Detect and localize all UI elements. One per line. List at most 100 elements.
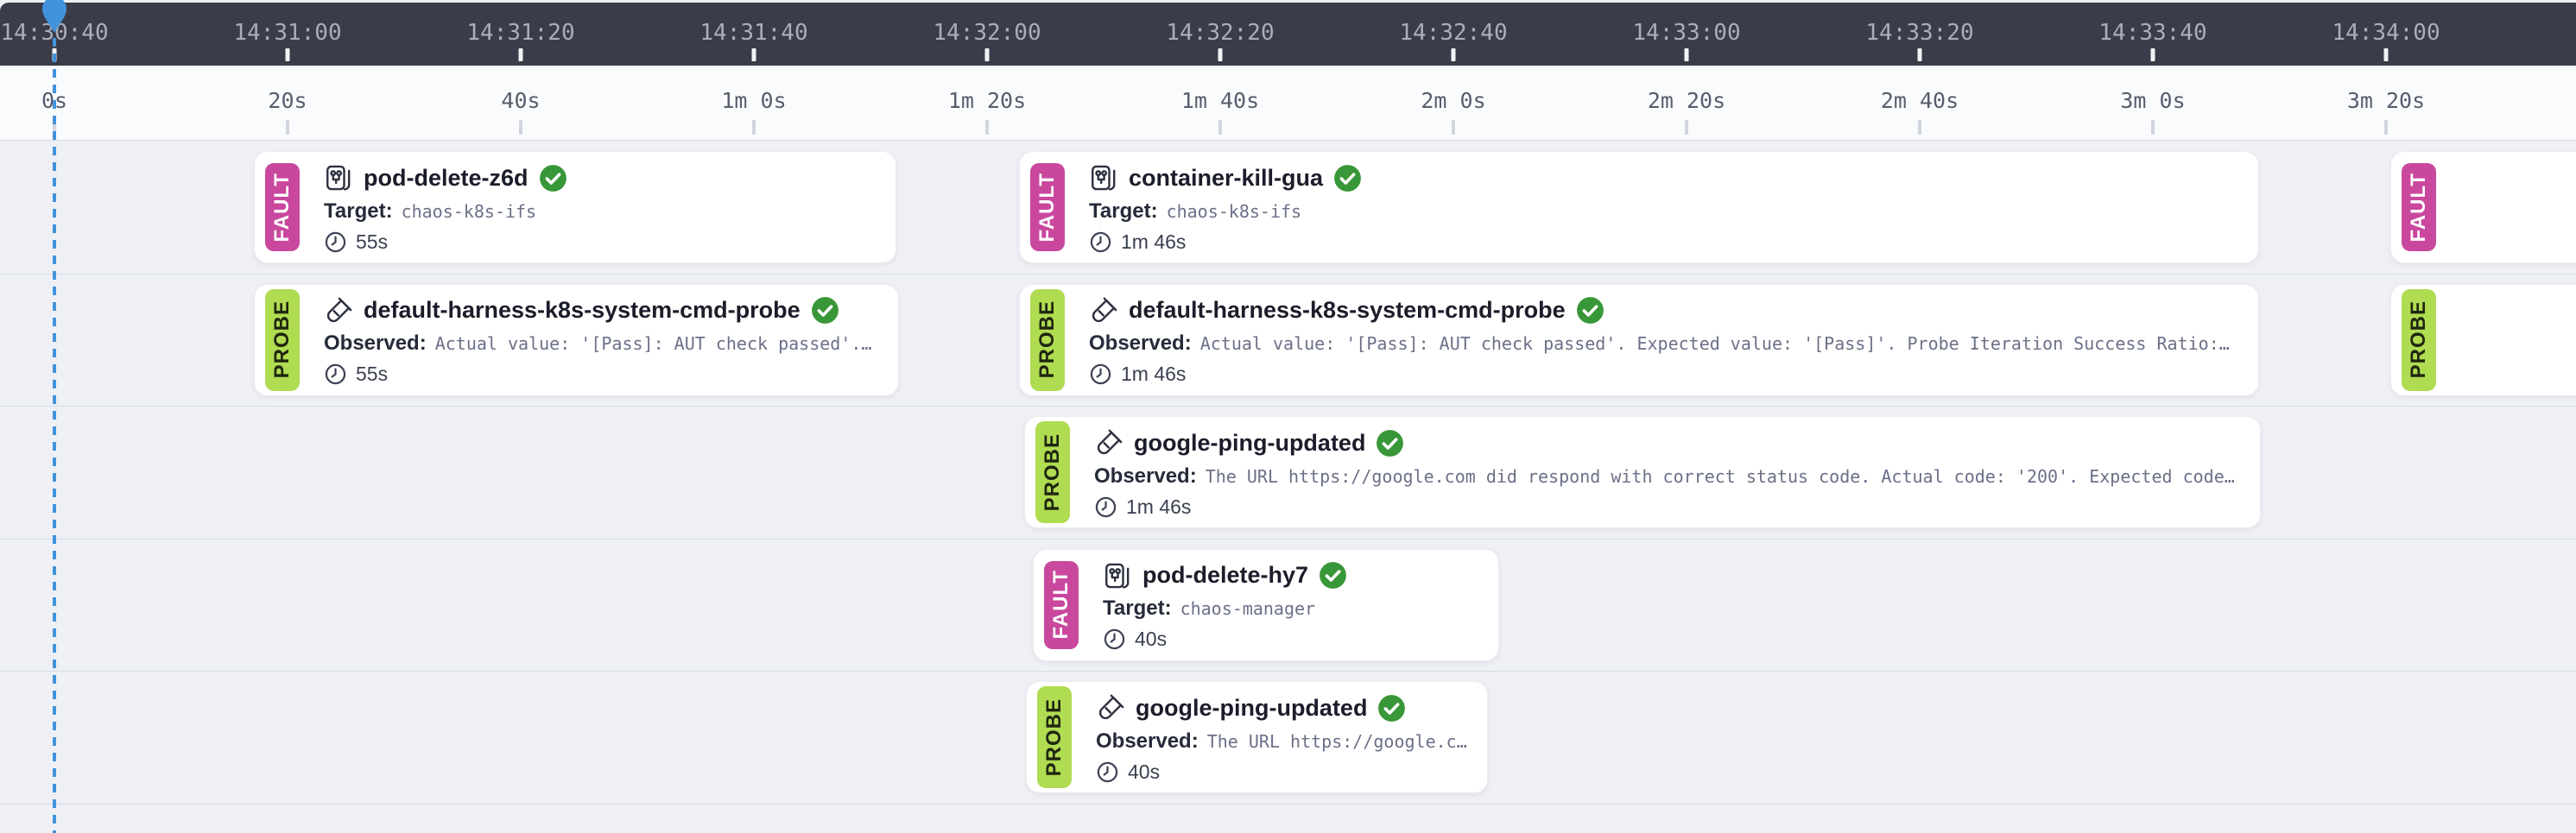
relative-tick-label: 3m 0s [2120,88,2186,113]
detail-value: chaos-k8s-ifs [1166,200,1302,222]
relative-tick-mark [985,120,989,135]
card-name: default-harness-k8s-system-cmd-probe [1129,297,1566,324]
success-check-icon [1377,430,1404,457]
card-duration-row: 55s [324,229,567,256]
card-detail-row: Observed: Actual value: '[Pass]: AUT chec… [324,331,879,357]
success-check-icon [811,297,839,325]
card-content: pod-delete-z6d Target: chaos-k8s-ifs 55s [324,152,586,262]
absolute-tick-mark [1917,48,1922,61]
probe-card[interactable]: PROBE default-harness-k8s-system-cmd-pro… [254,283,899,396]
probe-card[interactable]: PROBE [2390,283,2576,396]
absolute-tick-label: 14:33:40 [2098,20,2207,46]
card-title-row: google-ping-updated [1094,426,2241,460]
relative-tick-mark [1218,120,1222,135]
relative-tick-mark [1452,120,1455,135]
card-name: pod-delete-hy7 [1142,562,1309,589]
badge-label: PROBE [1035,300,1059,379]
card-title-row: default-harness-k8s-system-cmd-probe [1089,294,2239,328]
card-content: google-ping-updated Observed: The URL htt… [1096,682,1487,792]
relative-tick-label: 2m 0s [1421,88,1486,113]
fault-card[interactable]: FAULT pod-delete-z6d Target: chaos-k8s-if… [254,151,896,263]
relative-tick-label: 2m 20s [1647,88,1726,113]
badge-label: PROBE [1042,697,1066,777]
probe-badge: PROBE [265,288,300,391]
playhead-line[interactable] [53,7,56,833]
absolute-tick-label: 14:31:00 [233,20,342,46]
detail-value: The URL https://google.com… [1206,730,1468,752]
relative-tick-mark [2384,120,2388,135]
badge-label: PROBE [2407,300,2430,379]
probe-card[interactable]: PROBE google-ping-updated Observed: The U… [1026,681,1488,793]
fault-card[interactable]: FAULT pod-delete-hy7 Target: chaos-manage… [1033,548,1499,661]
clock-icon [325,231,346,253]
success-check-icon [1378,695,1406,722]
card-duration-row: 40s [1103,626,1347,653]
card-content: pod-delete-hy7 Target: chaos-manager 40s [1103,550,1366,660]
playhead-pin-icon[interactable] [40,0,69,34]
card-name: container-kill-gua [1129,164,1324,191]
absolute-tick-mark [2383,48,2389,61]
fault-badge: FAULT [1044,560,1079,649]
detail-label: Target: [1089,199,1158,223]
clock-icon [1095,496,1117,518]
clock-icon [325,364,346,385]
probe-badge: PROBE [1030,288,1065,391]
timeline-lane: PROBE google-ping-updated Observed: The U… [0,672,2576,805]
success-check-icon [1320,562,1346,590]
relative-tick-label: 1m 20s [947,88,1027,113]
probe-icon [1097,430,1123,455]
success-check-icon [539,165,566,192]
success-check-icon [1334,165,1361,192]
probe-card[interactable]: PROBE google-ping-updated Observed: The U… [1024,416,2261,528]
relative-tick-mark [1685,120,1688,135]
card-title-row: google-ping-updated [1096,691,1468,725]
card-title-row: pod-delete-z6d [324,161,567,195]
fault-icon [1092,166,1116,191]
clock-icon [1090,231,1111,253]
detail-label: Observed: [1094,464,1197,488]
fault-badge: FAULT [265,163,300,251]
absolute-tick-mark [518,48,523,61]
card-detail-row: Target: chaos-k8s-ifs [324,199,567,224]
card-detail-row: Target: chaos-manager [1103,596,1347,622]
probe-icon [1092,297,1117,323]
relative-tick-label: 20s [268,88,307,113]
relative-tick-mark [2151,120,2155,135]
fault-card[interactable]: FAULT container-kill-gua Target: chaos-k8… [1019,151,2259,263]
card-title-row: default-harness-k8s-system-cmd-probe [324,294,879,328]
absolute-tick-mark [1684,48,1689,61]
card-content: default-harness-k8s-system-cmd-probe Obs… [324,285,898,395]
detail-value: Actual value: '[Pass]: AUT check passed'… [434,333,879,355]
relative-tick-mark [752,120,756,135]
card-content: container-kill-gua Target: chaos-k8s-ifs … [1089,152,1381,262]
duration-text: 40s [1128,760,1161,783]
relative-tick-label: 1m 40s [1180,88,1260,113]
card-detail-row: Observed: The URL https://google.com did … [1094,464,2241,489]
relative-tick-mark [519,120,522,135]
absolute-tick-mark [751,48,756,61]
card-name: google-ping-updated [1136,694,1368,721]
card-detail-row: Observed: The URL https://google.com… [1096,729,1468,754]
timeline-lane: PROBE default-harness-k8s-system-cmd-pro… [0,275,2576,407]
detail-label: Observed: [324,331,427,356]
card-duration-row: 1m 46s [1089,229,1362,256]
card-name: default-harness-k8s-system-cmd-probe [364,297,801,324]
relative-tick-label: 1m 0s [721,88,787,113]
probe-icon [1098,695,1124,720]
absolute-tick-mark [1451,48,1456,61]
timeline-lanes: FAULT pod-delete-z6d Target: chaos-k8s-if… [0,142,2576,833]
relative-tick-mark [286,120,289,135]
absolute-tick-label: 14:34:00 [2332,20,2440,46]
probe-card[interactable]: PROBE default-harness-k8s-system-cmd-pro… [1019,283,2259,396]
card-duration-row: 40s [1096,759,1468,786]
card-detail-row: Target: chaos-k8s-ifs [1089,199,1362,224]
fault-card[interactable]: FAULT [2390,151,2576,263]
fault-icon [1105,563,1130,589]
detail-value: chaos-k8s-ifs [401,200,537,222]
badge-label: FAULT [1035,172,1059,243]
card-name: google-ping-updated [1134,429,1366,456]
absolute-tick-label: 14:33:20 [1865,20,1974,46]
badge-label: FAULT [1049,570,1073,640]
